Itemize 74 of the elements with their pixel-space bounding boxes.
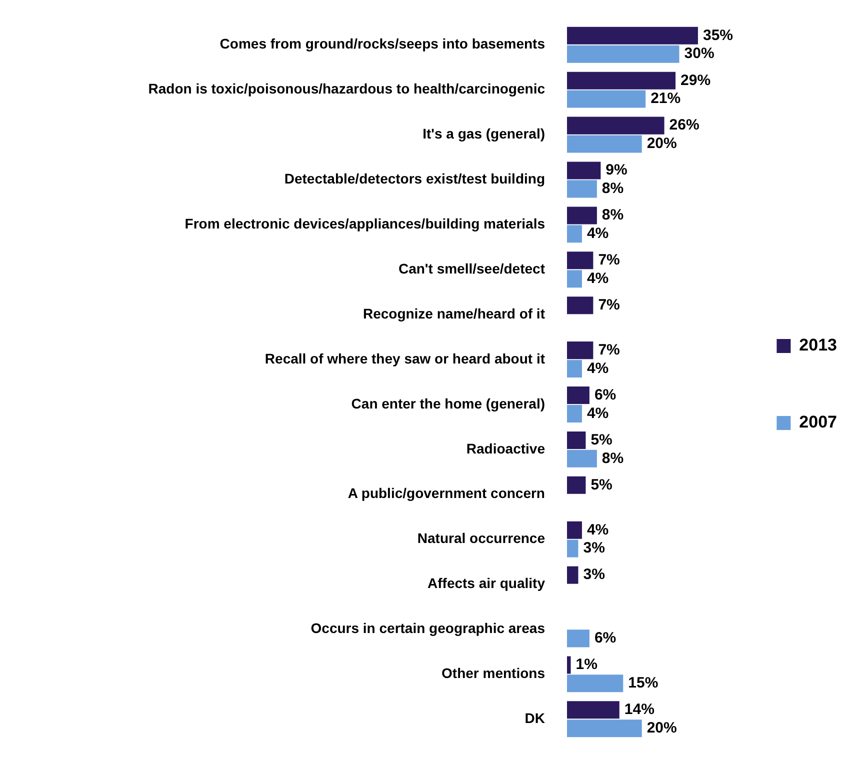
bar xyxy=(567,180,597,198)
bar xyxy=(567,386,590,404)
bar xyxy=(567,720,642,738)
bar xyxy=(567,521,582,539)
bar xyxy=(567,566,578,584)
bar xyxy=(567,116,664,134)
y-tick-label: Recognize name/heard of it xyxy=(362,305,546,322)
data-label: 14% xyxy=(624,701,654,718)
data-label: 35% xyxy=(702,26,734,44)
bar xyxy=(567,252,594,270)
legend-label: 2007 xyxy=(799,412,838,432)
data-label: 5% xyxy=(590,476,612,494)
legend-label: 2013 xyxy=(799,336,838,355)
y-tick-label: Can enter the home (general) xyxy=(351,395,545,412)
data-label: 20% xyxy=(646,135,677,152)
data-label: 1% xyxy=(576,656,598,674)
y-tick-label: Recall of where they saw or heard about it xyxy=(264,350,546,366)
y-tick-label: DK xyxy=(524,710,545,726)
bar xyxy=(567,72,676,90)
bar xyxy=(567,656,571,674)
data-label: 4% xyxy=(586,270,609,287)
bar xyxy=(567,225,582,243)
data-label: 29% xyxy=(680,72,711,89)
data-label: 8% xyxy=(602,180,624,198)
data-label: 26% xyxy=(669,116,700,134)
bar xyxy=(567,701,620,719)
data-label: 4% xyxy=(586,225,609,242)
bar xyxy=(567,342,594,360)
data-label: 7% xyxy=(598,252,620,269)
data-label: 4% xyxy=(586,404,609,422)
bar xyxy=(567,431,586,449)
y-tick-label: Can't smell/see/detect xyxy=(398,260,546,276)
y-tick-label: Occurs in certain geographic areas xyxy=(310,620,546,636)
bar xyxy=(567,135,642,153)
y-tick-label: A public/government concern xyxy=(348,485,545,502)
data-label: 7% xyxy=(598,341,620,358)
bar xyxy=(567,270,582,288)
data-label: 6% xyxy=(594,630,616,647)
bar xyxy=(567,630,590,648)
data-label: 7% xyxy=(598,296,620,314)
data-label: 5% xyxy=(590,431,612,448)
y-tick-label: Other mentions xyxy=(442,665,546,682)
data-label: 9% xyxy=(606,162,628,179)
y-tick-label: Affects air quality xyxy=(428,575,546,592)
bar xyxy=(567,26,698,44)
bar xyxy=(567,162,601,180)
bar xyxy=(567,360,582,378)
data-label: 20% xyxy=(646,719,677,736)
bar xyxy=(567,674,624,692)
data-label: 3% xyxy=(583,566,605,584)
y-tick-label: Detectable/detectors exist/test building xyxy=(284,170,545,187)
data-label: 6% xyxy=(594,386,616,404)
bar xyxy=(567,90,646,108)
bar xyxy=(567,404,582,422)
data-label: 21% xyxy=(650,90,681,108)
data-label: 3% xyxy=(583,540,605,557)
y-tick-label: Radon is toxic/poisonous/hazardous to health/carcinogenic xyxy=(148,80,546,97)
bar xyxy=(567,45,680,63)
data-label: 30% xyxy=(684,45,714,62)
y-tick-label: Natural occurrence xyxy=(417,530,546,546)
data-label: 8% xyxy=(602,206,624,224)
data-label: 8% xyxy=(602,450,624,467)
bar xyxy=(567,296,594,314)
data-label: 4% xyxy=(586,521,609,538)
y-tick-label: Comes from ground/rocks/seeps into basements xyxy=(220,36,546,52)
bar xyxy=(567,476,586,494)
bar xyxy=(567,206,597,224)
y-tick-label: From electronic devices/appliances/building materials xyxy=(184,216,546,232)
data-label: 15% xyxy=(628,674,658,692)
data-label: 4% xyxy=(586,360,609,377)
y-tick-label: Radioactive xyxy=(466,440,546,456)
bar xyxy=(567,540,578,558)
bar xyxy=(567,450,597,468)
y-tick-label: It's a gas (general) xyxy=(422,126,545,142)
